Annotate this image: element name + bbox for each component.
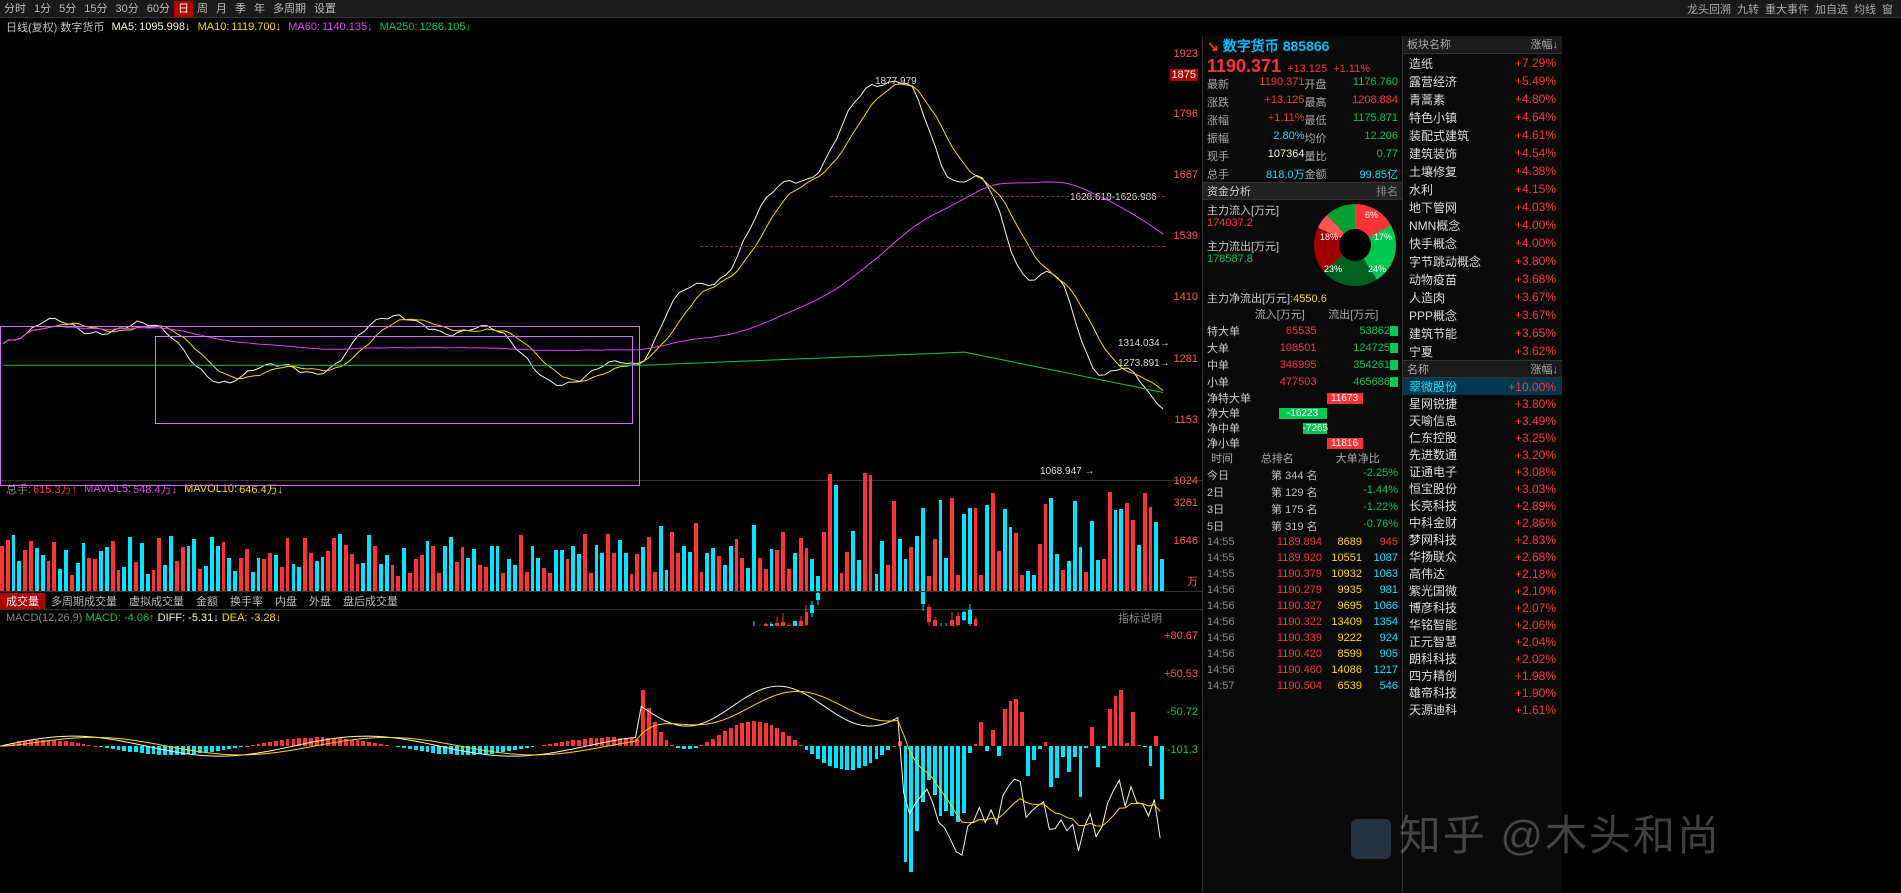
macd-chart[interactable]: +80.67+50.53-50.72-101.3 — [0, 626, 1202, 893]
stock-row[interactable]: 高伟达+2.18% — [1403, 565, 1562, 582]
sector-header[interactable]: 板块名称 涨幅↓ — [1403, 36, 1562, 54]
chart-title: 日线(复权) 数字货币 — [6, 19, 104, 35]
stock-row[interactable]: 四方精创+1.98% — [1403, 667, 1562, 684]
toolbar-九转[interactable]: 九转 — [1737, 1, 1759, 17]
sector-row[interactable]: 人造肉+3.67% — [1403, 288, 1562, 306]
timeframe-多周期[interactable]: 多周期 — [269, 1, 310, 17]
timeframe-60分[interactable]: 60分 — [143, 1, 174, 17]
timeframe-年[interactable]: 年 — [250, 1, 269, 17]
tick-row: 14:551190.379109321063 — [1203, 566, 1402, 582]
timeframe-设置[interactable]: 设置 — [310, 1, 340, 17]
stock-row[interactable]: 先进数通+3.20% — [1403, 446, 1562, 463]
timeframe-15分[interactable]: 15分 — [80, 1, 111, 17]
quote-panel: ↘ 数字货币 885866 1190.371 +13.125 +1.11% 最新… — [1202, 36, 1402, 893]
toolbar-龙头回溯[interactable]: 龙头回溯 — [1687, 1, 1731, 17]
symbol-name[interactable]: 数字货币 — [1223, 36, 1279, 56]
toolbar-加自选[interactable]: 加自选 — [1815, 1, 1848, 17]
chart-column: 192317961667153914101281115310241875 187… — [0, 36, 1202, 893]
stock-row[interactable]: 华扬联众+2.68% — [1403, 548, 1562, 565]
stock-header[interactable]: 名称 涨幅↓ — [1403, 360, 1562, 378]
indicator-help[interactable]: 指标说明 — [1118, 610, 1202, 626]
vol-tab-7[interactable]: 盘后成交量 — [337, 593, 404, 609]
sector-row[interactable]: 快手概念+4.00% — [1403, 234, 1562, 252]
sector-row[interactable]: 地下管网+4.03% — [1403, 198, 1562, 216]
sector-row[interactable]: 建筑节能+3.65% — [1403, 324, 1562, 342]
rank-link[interactable]: 排名 — [1376, 183, 1398, 199]
vol-tab-1[interactable]: 多周期成交量 — [45, 593, 123, 609]
sector-row[interactable]: 露营经济+5.49% — [1403, 72, 1562, 90]
sector-row[interactable]: 造纸+7.29% — [1403, 54, 1562, 72]
toolbar-right: 龙头回溯九转重大事件加自选均线窗 — [1687, 1, 1901, 17]
sector-row[interactable]: 宁夏+3.62% — [1403, 342, 1562, 360]
vol-tab-2[interactable]: 虚拟成交量 — [123, 593, 190, 609]
timeframe-30分[interactable]: 30分 — [112, 1, 143, 17]
tick-row: 14:561190.322134091354 — [1203, 614, 1402, 630]
toolbar-重大事件[interactable]: 重大事件 — [1765, 1, 1809, 17]
sector-row[interactable]: 土壤修复+4.38% — [1403, 162, 1562, 180]
stock-row[interactable]: 朗科科技+2.02% — [1403, 650, 1562, 667]
fund-flow-pie: 主力流入[万元] 174037.2 主力流出[万元] 178587.8 6% 1… — [1203, 200, 1402, 290]
stock-row[interactable]: 翠微股份+10.00% — [1403, 378, 1562, 395]
stock-row[interactable]: 正元智慧+2.04% — [1403, 633, 1562, 650]
tick-row: 14:571190.5046539546 — [1203, 678, 1402, 694]
sector-row[interactable]: 动物疫苗+3.68% — [1403, 270, 1562, 288]
timeframe-5分[interactable]: 5分 — [55, 1, 80, 17]
stock-row[interactable]: 梦网科技+2.83% — [1403, 531, 1562, 548]
stock-row[interactable]: 星网锐捷+3.80% — [1403, 395, 1562, 412]
sector-panel: 板块名称 涨幅↓ 造纸+7.29%露营经济+5.49%青蒿素+4.80%特色小镇… — [1402, 36, 1562, 893]
timeframe-周[interactable]: 周 — [193, 1, 212, 17]
sector-row[interactable]: NMN概念+4.00% — [1403, 216, 1562, 234]
timeframe-月[interactable]: 月 — [212, 1, 231, 17]
sector-row[interactable]: 字节跳动概念+3.80% — [1403, 252, 1562, 270]
timeframe-1分[interactable]: 1分 — [30, 1, 55, 17]
pie-chart: 6% 17% 18% 23% 24% — [1314, 204, 1396, 286]
vol-tab-4[interactable]: 换手率 — [224, 593, 269, 609]
stock-row[interactable]: 博彦科技+2.07% — [1403, 599, 1562, 616]
macd-header: MACD(12,26,9) MACD: -4.06↑ DIFF: -5.31↓ … — [0, 610, 1202, 626]
timeframe-分时[interactable]: 分时 — [0, 1, 30, 17]
vol-tab-5[interactable]: 内盘 — [269, 593, 303, 609]
vol-tab-3[interactable]: 金额 — [190, 593, 224, 609]
tick-row: 14:561190.4208599905 — [1203, 646, 1402, 662]
stock-row[interactable]: 华铭智能+2.06% — [1403, 616, 1562, 633]
toolbar-均线[interactable]: 均线 — [1854, 1, 1876, 17]
stock-row[interactable]: 雄帝科技+1.90% — [1403, 684, 1562, 701]
stock-row[interactable]: 天喻信息+3.49% — [1403, 412, 1562, 429]
down-arrow-icon: ↘ — [1207, 38, 1219, 55]
tick-row: 14:561190.460140861217 — [1203, 662, 1402, 678]
stock-row[interactable]: 中科金财+2.86% — [1403, 514, 1562, 531]
timeframe-季[interactable]: 季 — [231, 1, 250, 17]
tick-row: 14:551189.8948689945 — [1203, 534, 1402, 550]
sector-row[interactable]: 特色小镇+4.64% — [1403, 108, 1562, 126]
ma-header: 日线(复权) 数字货币 MA5:1095.998↓ MA10:1119.700↓… — [0, 18, 1901, 36]
volume-tabs: 成交量多周期成交量虚拟成交量金额换手率内盘外盘盘后成交量 — [0, 592, 1202, 610]
stock-row[interactable]: 证通电子+3.08% — [1403, 463, 1562, 480]
stock-row[interactable]: 天源迪科+1.61% — [1403, 701, 1562, 718]
stock-row[interactable]: 紫光国微+2.10% — [1403, 582, 1562, 599]
tick-row: 14:551189.920105511087 — [1203, 550, 1402, 566]
timeframe-日[interactable]: 日 — [174, 1, 193, 17]
candlestick-chart[interactable]: 192317961667153914101281115310241875 187… — [0, 36, 1202, 481]
stock-row[interactable]: 仁东控股+3.25% — [1403, 429, 1562, 446]
stock-row[interactable]: 长亮科技+2.89% — [1403, 497, 1562, 514]
stock-row[interactable]: 恒宝股份+3.03% — [1403, 480, 1562, 497]
toolbar-窗[interactable]: 窗 — [1882, 1, 1893, 17]
sector-row[interactable]: 建筑装饰+4.54% — [1403, 144, 1562, 162]
tick-row: 14:561190.3399222924 — [1203, 630, 1402, 646]
timeframe-toolbar: 分时1分5分15分30分60分日周月季年多周期设置 龙头回溯九转重大事件加自选均… — [0, 0, 1901, 18]
sector-row[interactable]: 水利+4.15% — [1403, 180, 1562, 198]
tick-row: 14:561190.32796951066 — [1203, 598, 1402, 614]
sector-row[interactable]: 青蒿素+4.80% — [1403, 90, 1562, 108]
vol-tab-6[interactable]: 外盘 — [303, 593, 337, 609]
volume-chart[interactable]: 32611646万 — [0, 497, 1202, 592]
sector-row[interactable]: PPP概念+3.67% — [1403, 306, 1562, 324]
vol-tab-0[interactable]: 成交量 — [0, 593, 45, 609]
last-price: 1190.371 — [1207, 56, 1281, 77]
symbol-code: 885866 — [1283, 38, 1330, 54]
tick-row: 14:561190.2799935981 — [1203, 582, 1402, 598]
sector-row[interactable]: 装配式建筑+4.61% — [1403, 126, 1562, 144]
